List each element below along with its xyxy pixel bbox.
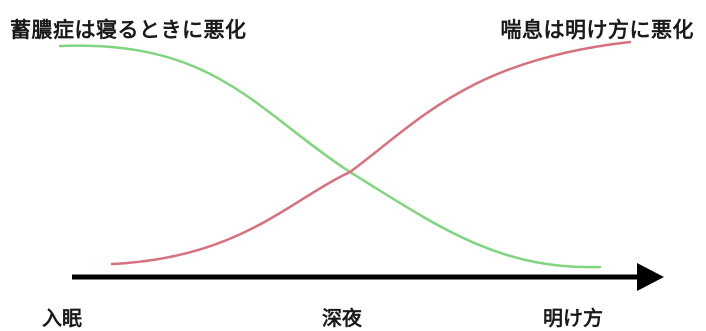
time-axis-arrowhead: [637, 263, 664, 291]
axis-label-dawn: 明け方: [543, 306, 603, 330]
asthma-curve: [110, 40, 632, 266]
sinusitis-curve: [58, 44, 602, 269]
axis-label-midnight: 深夜: [322, 306, 362, 330]
asthma-label: 喘息は明け方に悪化: [500, 18, 694, 42]
sinusitis-label: 蓄膿症は寝るときに悪化: [10, 18, 247, 42]
axis-label-bedtime: 入眠: [42, 306, 82, 330]
